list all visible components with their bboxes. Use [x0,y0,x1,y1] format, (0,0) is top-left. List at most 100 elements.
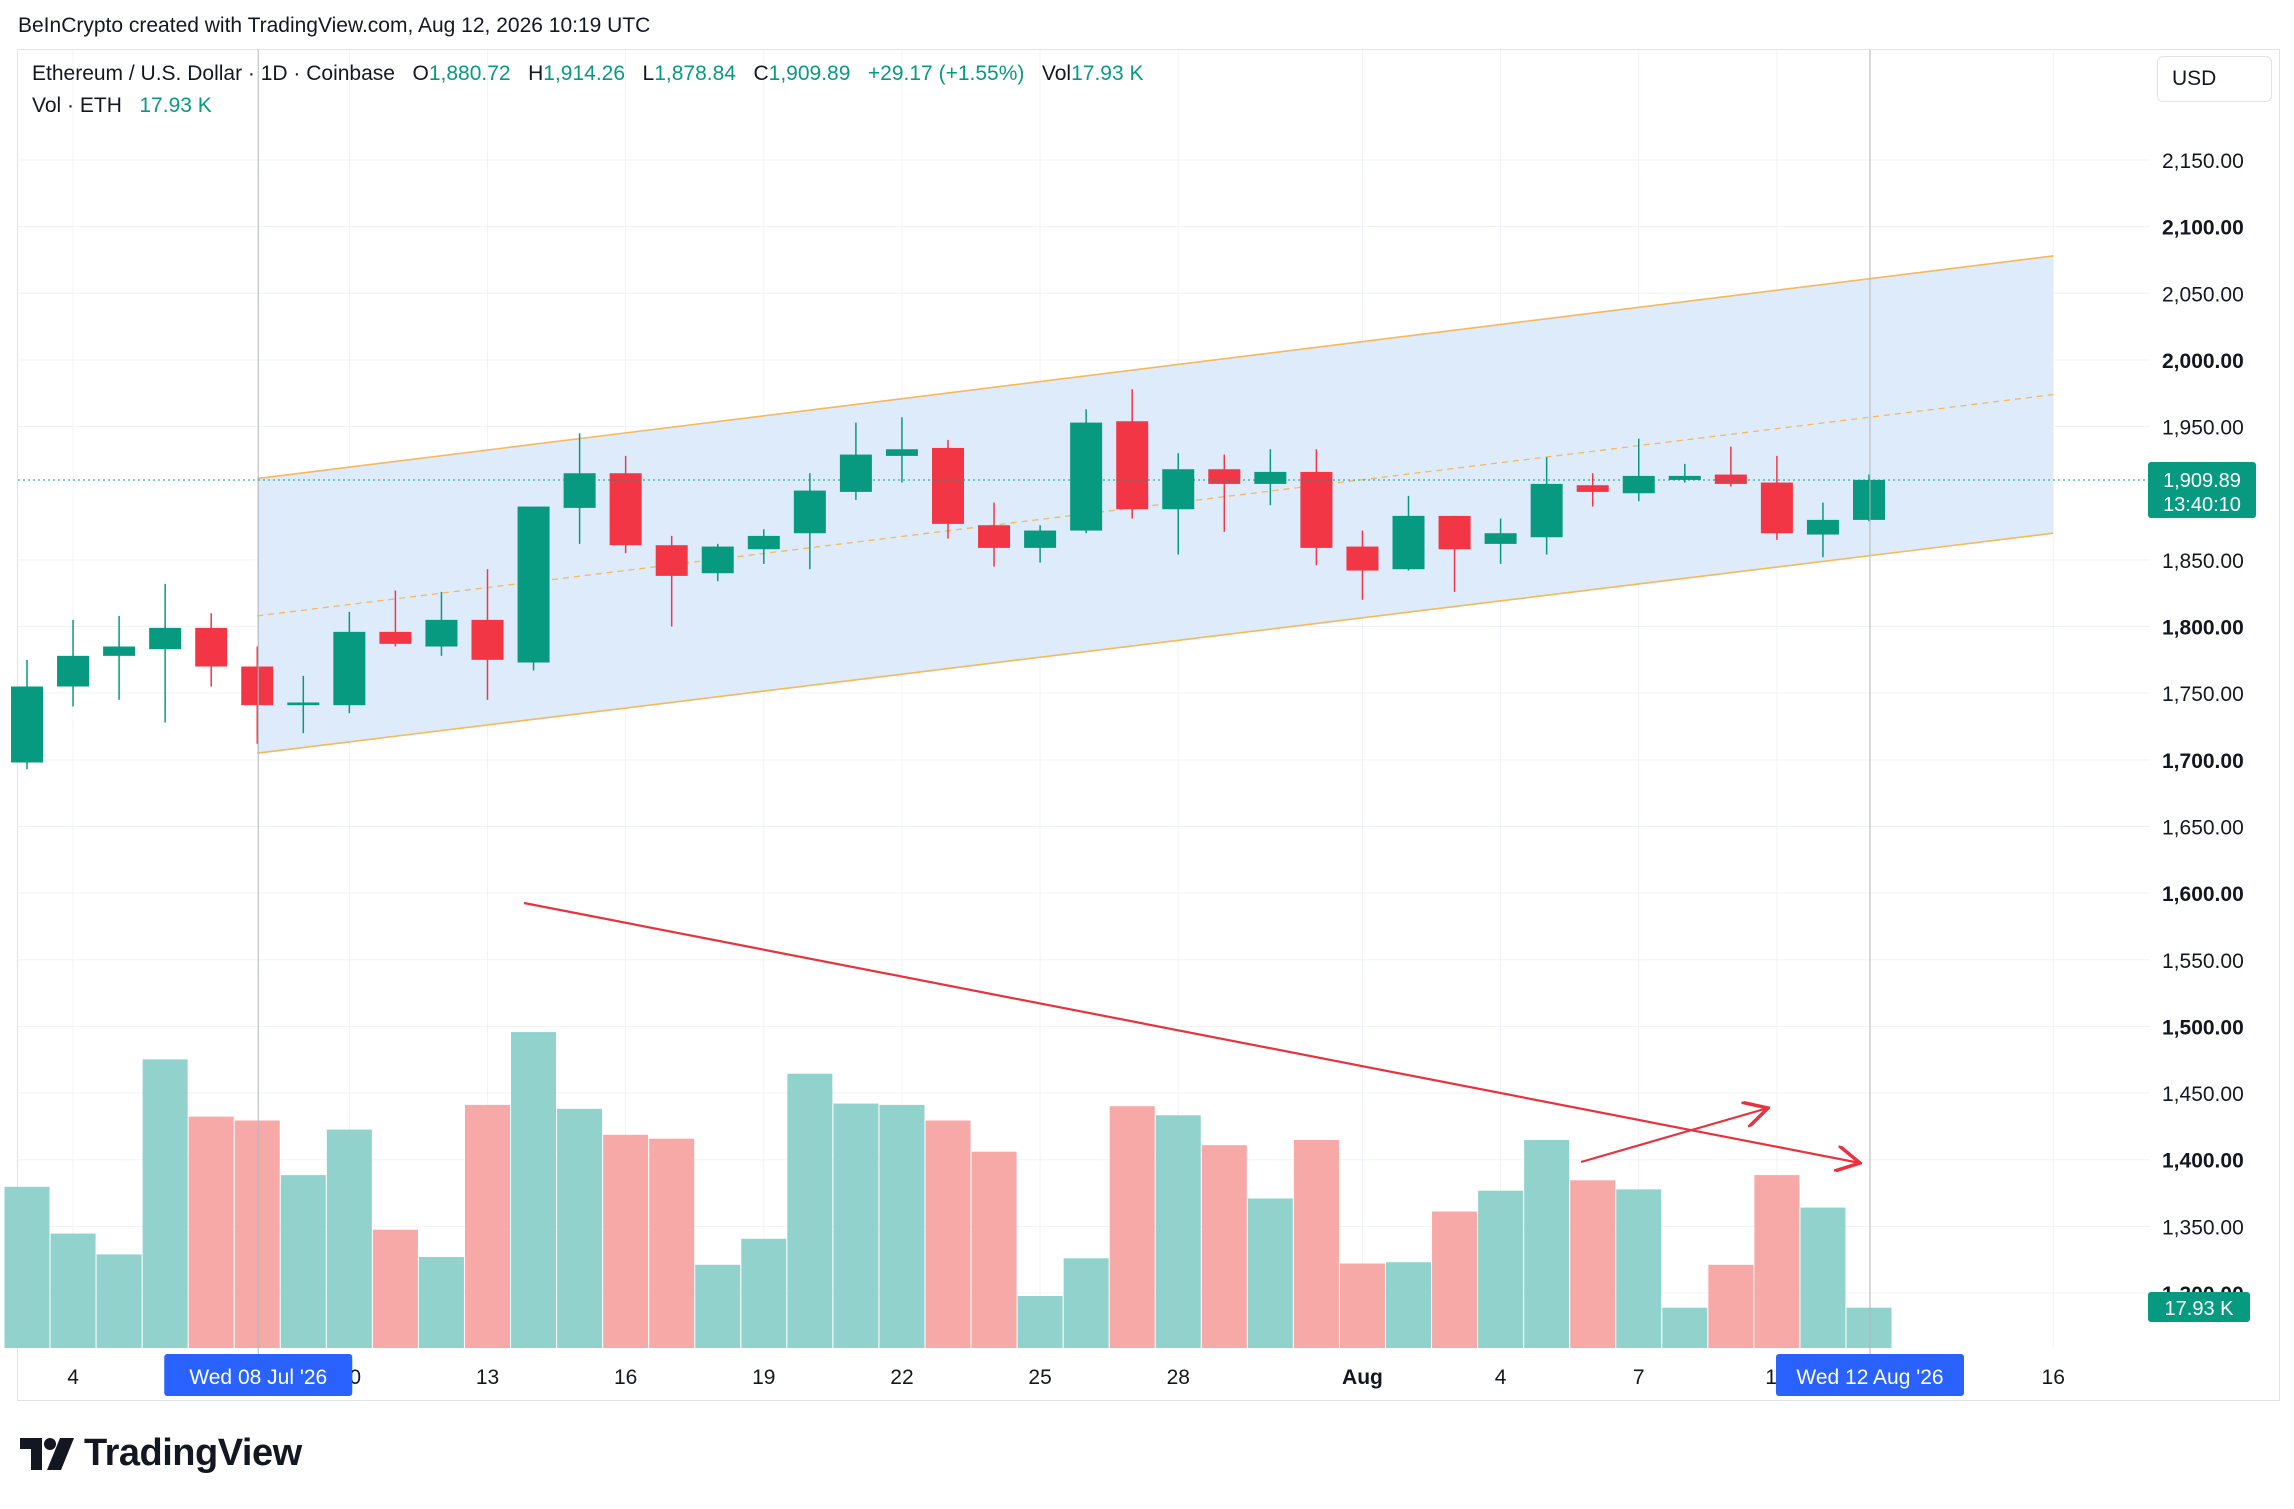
time-tick-label: 4 [67,1366,79,1389]
volume-legend: Vol · ETH 17.93 K [32,94,212,118]
candle-body [471,619,504,660]
candle-body [1254,471,1287,484]
candle-body [978,525,1011,548]
tradingview-logo: TradingView [20,1432,302,1475]
volume-bar [603,1134,649,1348]
candle-body [1300,471,1333,548]
price-tag-box [2148,462,2256,519]
price-tick-label: 1,500.00 [2162,1016,2244,1039]
vol-value: 17.93 K [1071,62,1144,85]
candle-body [747,535,780,550]
currency-button[interactable]: USD [2157,56,2272,102]
candle-body [241,666,274,706]
high-value: 1,914.26 [543,62,626,85]
time-tick-label: 16 [614,1366,637,1389]
candle-body [103,646,136,656]
volume-bar [4,1186,50,1348]
candle-body [1622,475,1655,494]
price-tick-label: 1,950.00 [2162,417,2244,440]
time-tick-label: 7 [1633,1366,1645,1389]
candle-body [149,627,182,650]
candle-body [1162,469,1195,510]
candle-body [932,447,964,524]
open-value: 1,880.72 [428,62,511,85]
time-tick-label: 25 [1028,1366,1051,1389]
candle-body [1484,533,1517,544]
price-tag-countdown: 13:40:10 [2163,494,2241,516]
candle-body [1392,515,1425,570]
time-axis: 410131619222528Aug471016Wed 08 Jul '26We… [67,1354,2065,1396]
volume-bar [1201,1145,1247,1348]
volume-bar [1708,1264,1754,1348]
volume-bar [1754,1175,1800,1348]
volume-bar [1524,1140,1570,1348]
high-label: H [528,62,544,85]
price-tick-label: 1,350.00 [2162,1216,2244,1239]
volume-bar [1570,1180,1616,1348]
volume-bar [96,1254,142,1348]
volume-bars [4,1032,1892,1348]
volume-bar [649,1138,695,1348]
crosshair-date-label: Wed 12 Aug '26 [1796,1366,1943,1389]
price-axis: 2,150.00 2,100.00 2,050.00 2,000.00 1,950.00… [2148,150,2256,1322]
candle-body [609,473,642,546]
candle-body [839,454,872,492]
volume-bar [188,1116,234,1348]
low-value: 1,878.84 [654,62,736,85]
volume-bar [925,1120,971,1348]
candle-body [655,545,688,576]
time-tick-label: 16 [2042,1366,2065,1389]
volume-bar [1017,1296,1063,1348]
time-tick-label: 22 [890,1366,913,1389]
price-tick-label: 1,550.00 [2162,950,2244,973]
price-tick-label: 2,150.00 [2162,150,2244,173]
volume-bar [372,1229,418,1348]
candle-body [1530,483,1563,538]
volume-bar [1386,1262,1431,1348]
volume-bar [280,1175,326,1348]
candle-body [793,490,826,534]
candle-body [1806,519,1839,535]
volume-bar [1616,1189,1662,1348]
volume-bar [50,1233,96,1348]
volume-decline-arrow [523,901,1860,1163]
price-tick-label: 1,800.00 [2162,617,2244,640]
volume-tag-box [2148,1292,2250,1322]
symbol-title: Ethereum / U.S. Dollar · 1D · Coinbase [32,62,395,85]
time-tick-label: 28 [1167,1366,1190,1389]
volume-bar [971,1151,1017,1348]
candle-body [1116,421,1149,510]
volume-bar [511,1032,557,1348]
chart-credit: BeInCrypto created with TradingView.com,… [18,14,651,37]
candle-body [11,686,43,763]
price-chart[interactable]: 2,150.00 2,100.00 2,050.00 2,000.00 1,950.00… [0,0,2294,1420]
volume-bar [557,1108,603,1348]
price-tick-label: 1,450.00 [2162,1083,2244,1106]
candle-body [379,631,412,644]
volume-bar [1432,1211,1478,1348]
parallel-channel [257,255,2054,754]
candle-body [287,702,320,706]
candle-body [425,619,458,647]
channel-mid-line [257,393,2054,617]
volume-bar [1478,1190,1524,1348]
channel-fill [257,255,2054,754]
crosshair-date-box [1776,1354,1964,1396]
candle-body [701,546,734,574]
volume-bar [418,1257,464,1348]
candle-body [333,631,366,706]
price-tick-label: 1,700.00 [2162,750,2244,773]
low-label: L [642,62,655,85]
candle-body [1346,546,1379,571]
close-value: 1,909.89 [768,62,851,85]
candle-body [1024,530,1057,548]
candle-body [1208,469,1241,484]
volume-bar [695,1264,741,1348]
price-tick-label: 1,750.00 [2162,683,2244,706]
candle-body [563,473,596,508]
volume-bar [1293,1140,1339,1348]
volume-bar [234,1120,280,1348]
channel-upper-line [257,255,2054,480]
price-tick-label: 2,000.00 [2162,350,2244,373]
time-tick-label: 13 [476,1366,499,1389]
